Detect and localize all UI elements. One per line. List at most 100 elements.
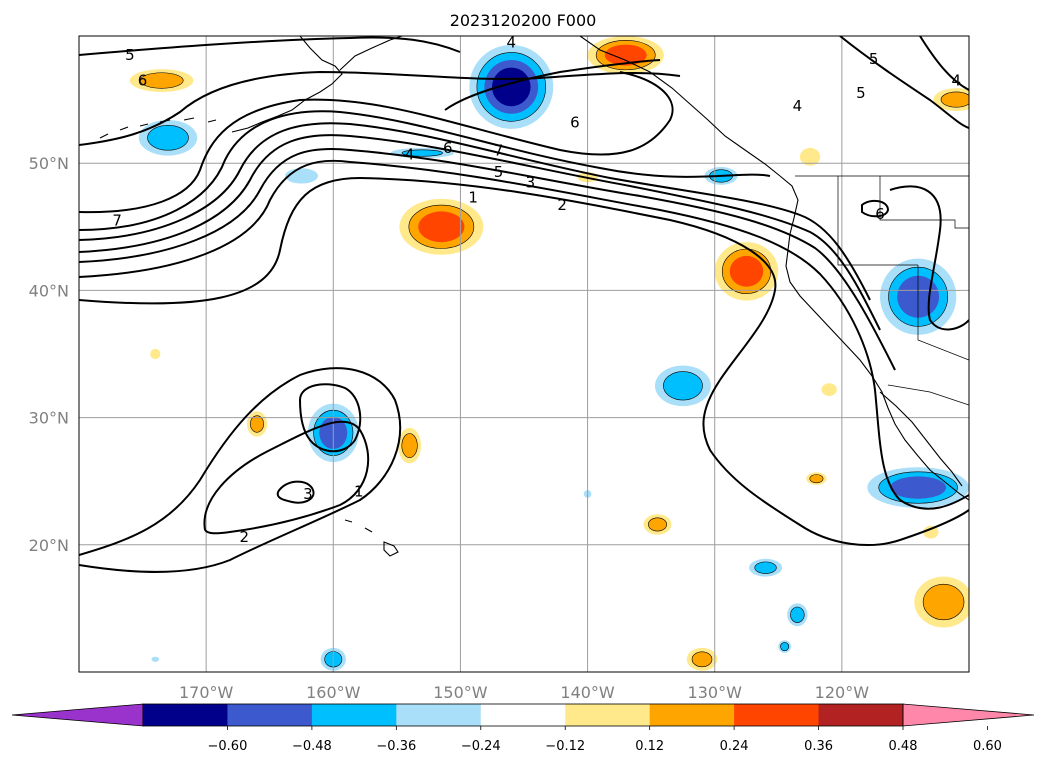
- map-background: [79, 36, 969, 672]
- colorbar-frame: [142, 703, 904, 727]
- anomaly-shade: [809, 474, 824, 484]
- colorbar-tick-label: −0.12: [545, 739, 585, 754]
- north-america-coastline: [779, 175, 969, 501]
- anomaly-blob: [867, 467, 969, 508]
- colorbar-segment: [480, 704, 566, 726]
- contour-value-label: 4: [952, 72, 962, 90]
- anomaly-blob: [806, 472, 827, 486]
- contour-line: [79, 176, 969, 546]
- latitude-label: 40°N: [29, 281, 69, 300]
- contour-value-label: 7: [494, 141, 504, 159]
- latitude-tick-labels: 50°N 40°N 30°N 20°N: [29, 154, 69, 555]
- colorbar-segment: [396, 704, 482, 726]
- contour-line: [299, 383, 362, 453]
- contour-value-label: 6: [875, 205, 885, 223]
- anomaly-blob: [749, 558, 783, 577]
- colorbar-tick-label: 0.60: [973, 739, 1002, 754]
- anomaly-shade: [754, 561, 777, 574]
- contour-line: [444, 59, 661, 111]
- contour-value-label: 7: [112, 211, 122, 229]
- anomaly-blob: [643, 514, 672, 535]
- colorbar-tick-label: −0.48: [292, 739, 332, 754]
- borders: [795, 175, 969, 406]
- anomaly-shade: [491, 67, 531, 107]
- colorbar-segment: [227, 704, 313, 726]
- contour-line: [79, 367, 402, 573]
- contour-line: [79, 134, 881, 331]
- colorbar-segment: [649, 704, 735, 726]
- colorbar-tick-label: −0.36: [376, 739, 416, 754]
- anomaly-shade: [401, 433, 418, 458]
- latitude-label: 20°N: [29, 536, 69, 555]
- colorbar-segment: [311, 704, 397, 726]
- longitude-label: 170°W: [179, 683, 234, 702]
- anomaly-shade: [150, 348, 161, 360]
- anomaly-blob: [778, 640, 792, 653]
- anomaly-blob: [821, 383, 837, 396]
- contour-value-label: 5: [494, 163, 504, 181]
- anomaly-shade: [922, 583, 965, 621]
- anomaly-shade: [890, 476, 947, 499]
- contour-line: [839, 36, 969, 129]
- anomaly-shade: [790, 606, 805, 623]
- contour-value-label: 1: [468, 189, 478, 207]
- coastlines: [99, 36, 969, 557]
- colorbar-tick-label: 0.24: [720, 739, 749, 754]
- longitude-label: 140°W: [560, 683, 615, 702]
- anomaly-shade: [729, 255, 764, 287]
- state-border-west: [837, 176, 918, 266]
- anomaly-shade: [139, 72, 184, 89]
- anomaly-shade: [151, 656, 160, 662]
- contour-value-label: 1: [354, 482, 364, 500]
- anomaly-shade: [691, 651, 713, 668]
- contour-value-label: 6: [443, 139, 453, 157]
- latitude-label: 50°N: [29, 154, 69, 173]
- colorbar-over-extend: [902, 703, 1035, 727]
- longitude-label: 150°W: [433, 683, 488, 702]
- anomaly-blob: [914, 576, 969, 628]
- anomaly-blob: [686, 647, 718, 671]
- anomaly-shade: [923, 525, 939, 539]
- contour-line: [79, 122, 871, 301]
- baja-coastline: [879, 391, 963, 487]
- figure-title: 2023120200 F000: [450, 11, 597, 30]
- anomaly-blob: [933, 88, 969, 112]
- nevada-border: [917, 265, 969, 361]
- contour-line: [889, 185, 969, 331]
- anomaly-blob: [246, 411, 268, 437]
- contour-value-label: 6: [570, 113, 580, 131]
- anomaly-shade: [821, 383, 837, 396]
- anomaly-blob: [587, 36, 664, 75]
- anomaly-shade: [401, 149, 443, 157]
- anomaly-blob: [138, 119, 198, 156]
- height-contours: [79, 36, 969, 573]
- longitude-tick-labels: 170°W 160°W 150°W 140°W 130°W 120°W: [179, 683, 869, 702]
- anomaly-blob: [150, 348, 161, 360]
- anomaly-blob: [654, 365, 711, 407]
- contour-line: [79, 36, 461, 56]
- colorbar-segment: [818, 704, 904, 726]
- anomaly-blob: [399, 198, 484, 255]
- longitude-label: 160°W: [306, 683, 361, 702]
- colorbar-tick-label: −0.60: [208, 739, 248, 754]
- colorbar-segment: [143, 704, 228, 726]
- contour-line: [203, 420, 370, 535]
- anomaly-shade: [663, 371, 703, 401]
- longitude-label: 120°W: [815, 683, 870, 702]
- contour-value-label: 3: [303, 485, 313, 503]
- colorbar: −0.60 −0.48 −0.36 −0.24 −0.12 0.12 0.24 0.36 0.4…: [11, 703, 1035, 754]
- longitude-label: 130°W: [688, 683, 743, 702]
- contour-line: [861, 199, 890, 218]
- anomaly-shade: [147, 124, 189, 151]
- contour-value-label: 5: [125, 46, 135, 64]
- contour-value-label: 2: [557, 196, 567, 214]
- anomaly-shade: [940, 91, 969, 108]
- colorbar-tick-label: 0.12: [635, 739, 664, 754]
- contour-value-label: 4: [793, 97, 803, 115]
- colorbar-under-extend: [11, 703, 144, 727]
- contour-line: [79, 70, 681, 146]
- contour-line: [79, 110, 771, 231]
